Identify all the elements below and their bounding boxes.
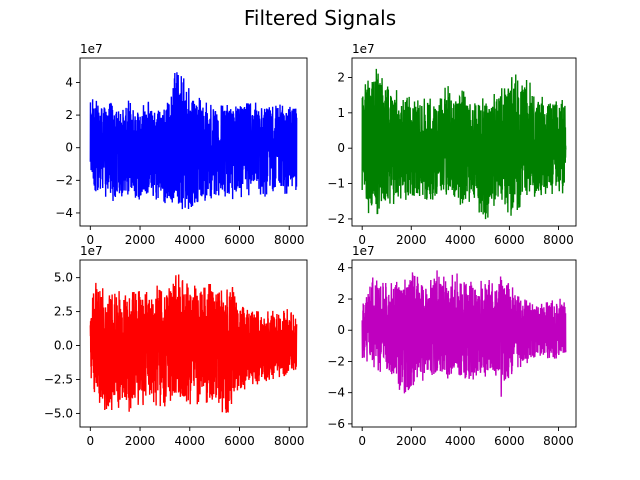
x-tick-label: 2000 xyxy=(125,434,156,448)
axes-frame xyxy=(79,57,308,227)
y-tick-label: 0 xyxy=(337,141,345,155)
y-tick-label: 2 xyxy=(337,292,345,306)
x-tick-label: 8000 xyxy=(543,434,574,448)
y-tick-label: −5.0 xyxy=(44,406,73,420)
y-tick-label: 4 xyxy=(65,75,73,89)
y-tick-label: −6 xyxy=(327,417,345,431)
y-tick-label: −4 xyxy=(327,386,345,400)
x-tick-label: 0 xyxy=(358,233,366,247)
x-tick-label: 2000 xyxy=(396,434,427,448)
x-tick-label: 6000 xyxy=(224,434,255,448)
y-offset-text: 1e7 xyxy=(80,244,103,258)
x-tick-label: 0 xyxy=(86,434,94,448)
y-tick-label: 0.0 xyxy=(54,339,73,353)
x-tick-label: 8000 xyxy=(274,233,305,247)
subplot-4: 0 2000 4000 6000 8000 −6 −4 −2 0 2 4 1e7 xyxy=(327,244,577,448)
y-tick-label: 5.0 xyxy=(54,271,73,285)
x-tick-label: 4000 xyxy=(174,434,205,448)
y-offset-text: 1e7 xyxy=(352,244,375,258)
axes-frame xyxy=(351,259,577,428)
y-tick-label: 0 xyxy=(65,141,73,155)
y-tick-label: −2 xyxy=(327,212,345,226)
x-tick-label: 2000 xyxy=(396,233,427,247)
figure-title: Filtered Signals xyxy=(243,6,397,30)
y-tick-label: −2 xyxy=(327,354,345,368)
y-tick-label: 1 xyxy=(337,106,345,120)
x-tick-label: 8000 xyxy=(274,434,305,448)
y-tick-label: −4 xyxy=(55,206,73,220)
subplot-2: 0 2000 4000 6000 8000 −2 −1 0 1 2 1e7 xyxy=(327,42,577,247)
x-tick-label: 2000 xyxy=(125,233,156,247)
y-tick-label: 2 xyxy=(337,70,345,84)
y-tick-label: 4 xyxy=(337,261,345,275)
y-tick-label: −1 xyxy=(327,177,345,191)
y-tick-label: −2.5 xyxy=(44,372,73,386)
subplot-1: 0 2000 4000 6000 8000 −4 −2 0 2 4 1e7 xyxy=(55,42,308,247)
axes-frame xyxy=(79,259,308,428)
y-tick-label: 0 xyxy=(337,323,345,337)
signal-line-2 xyxy=(361,68,567,220)
x-tick-label: 6000 xyxy=(494,233,525,247)
y-offset-text: 1e7 xyxy=(352,42,375,56)
x-tick-label: 0 xyxy=(86,233,94,247)
x-tick-label: 4000 xyxy=(445,434,476,448)
signal-line-3 xyxy=(89,274,298,413)
y-tick-label: 2 xyxy=(65,108,73,122)
signal-line-4 xyxy=(361,270,567,397)
x-tick-label: 0 xyxy=(358,434,366,448)
axes-frame xyxy=(351,57,577,227)
signal-line-1 xyxy=(89,72,298,210)
subplot-3: 0 2000 4000 6000 8000 −5.0 −2.5 0.0 2.5 5.0 1e7 xyxy=(44,244,308,448)
y-tick-label: −2 xyxy=(55,173,73,187)
x-tick-label: 6000 xyxy=(494,434,525,448)
x-tick-label: 4000 xyxy=(174,233,205,247)
y-offset-text: 1e7 xyxy=(80,42,103,56)
x-tick-label: 6000 xyxy=(224,233,255,247)
x-tick-label: 4000 xyxy=(445,233,476,247)
y-tick-label: 2.5 xyxy=(54,305,73,319)
x-tick-label: 8000 xyxy=(543,233,574,247)
